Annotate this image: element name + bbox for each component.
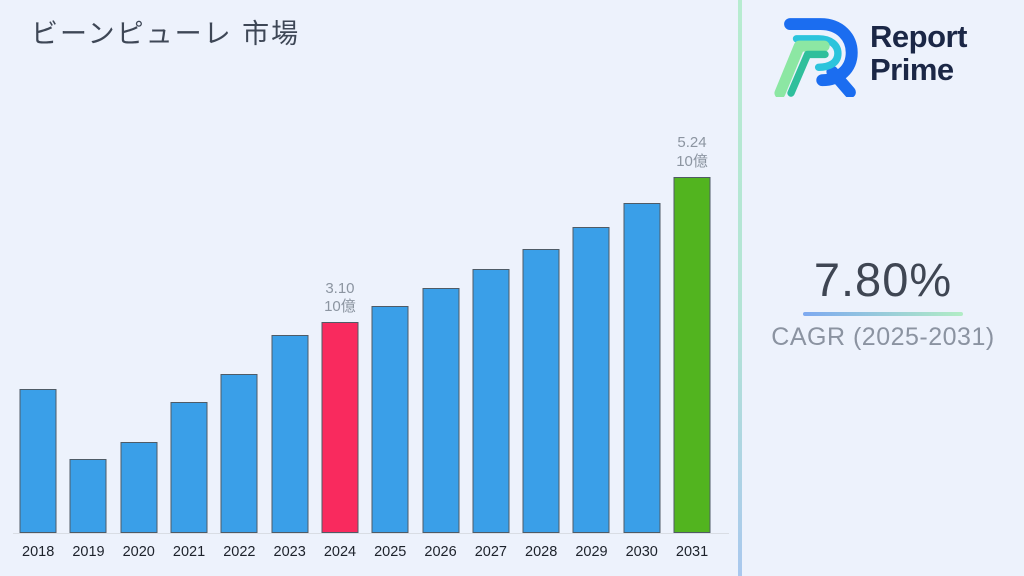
x-axis-label-2020: 2020 [122,544,155,560]
bar-slot-2022: 2022 [214,83,264,560]
plot-area: 2018 2019 2020 2021 2022 2023 3.10 10億 2024 2025 2… [13,83,729,560]
bar-2029[interactable] [572,226,610,533]
bar-2028[interactable] [522,249,560,533]
x-axis-label-2018: 2018 [22,544,55,560]
bar-2022[interactable] [220,374,258,533]
x-axis-label-2025: 2025 [374,544,407,560]
bar-slot-2029: 2029 [566,83,616,560]
bar-2024[interactable] [321,322,359,533]
x-axis-label-2031: 2031 [675,544,709,560]
x-axis-label-2022: 2022 [223,544,256,560]
bar-slot-2031: 5.24 10億 2031 [667,83,717,560]
bar-2019[interactable] [69,458,107,533]
bar-2021[interactable] [170,401,208,533]
bar-2020[interactable] [120,442,158,533]
x-axis-label-2029: 2029 [575,544,608,560]
x-axis-label-2027: 2027 [474,544,507,560]
bar-value-label-2024: 3.10 10億 [324,279,356,316]
bar-slot-2024: 3.10 10億 2024 [315,83,365,560]
bar-slot-2026: 2026 [415,83,465,560]
bar-2025[interactable] [371,306,409,533]
logo-text-line2: Prime [870,51,954,87]
bar-slot-2025: 2025 [365,83,415,560]
bar-slot-2023: 2023 [265,83,315,560]
cagr-underline [803,312,963,316]
x-axis-label-2024: 2024 [323,544,357,560]
bar-value-label-2031: 5.24 10億 [676,134,708,170]
bar-slot-2030: 2030 [617,83,667,560]
bar-2027[interactable] [472,269,510,533]
x-axis-label-2026: 2026 [424,544,457,560]
info-panel: Report Prime 7.80% CAGR (2025-2031) [742,0,1024,576]
bar-slot-2018: 2018 [13,83,63,560]
x-axis-label-2019: 2019 [72,544,105,560]
cagr-block: 7.80% CAGR (2025-2031) [742,252,1024,352]
bar-2030[interactable] [623,202,661,533]
x-axis-label-2021: 2021 [172,544,206,560]
bar-slot-2021: 2021 [164,83,214,560]
bar-2031[interactable] [673,177,711,533]
bar-2026[interactable] [422,288,460,533]
logo-text-line1: Report [870,19,967,55]
bar-slot-2019: 2019 [63,83,113,560]
cagr-label: CAGR (2025-2031) [771,323,995,351]
cagr-value: 7.80% [813,253,953,306]
chart-title: ビーンピューレ 市場 [31,19,301,49]
bar-2023[interactable] [271,335,309,533]
x-axis-label-2023: 2023 [273,544,306,560]
report-prime-logo: Report Prime [768,10,967,97]
x-axis-label-2028: 2028 [525,544,558,560]
x-axis-label-2030: 2030 [625,544,658,560]
report-prime-logo-icon [774,18,858,97]
bar-slot-2020: 2020 [114,83,164,560]
panel-divider [738,0,742,576]
bar-2018[interactable] [19,389,57,533]
chart-panel: ビーンピューレ 市場 2018 2019 2020 2021 2022 2023 3.10 1… [13,19,729,560]
report-prime-logo-text: Report Prime [870,19,967,87]
bar-slot-2027: 2027 [466,83,516,560]
bar-slot-2028: 2028 [516,83,566,560]
